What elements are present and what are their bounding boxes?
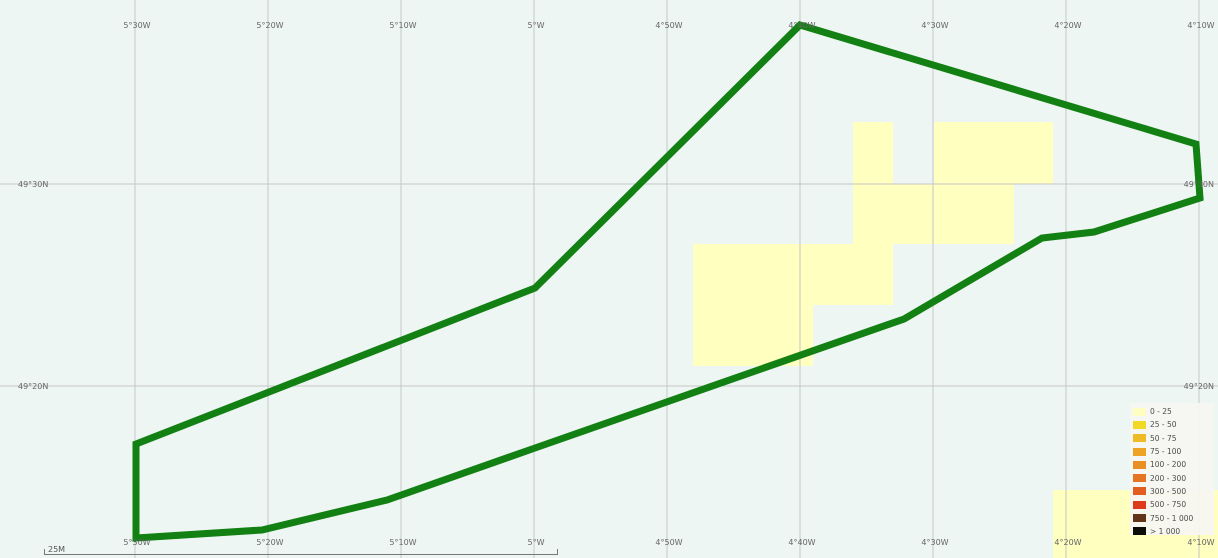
lon-label: 4°10W [1187, 21, 1214, 30]
legend-swatch [1133, 500, 1146, 509]
legend-item: 50 - 75 [1133, 432, 1214, 445]
lon-label: 5°20W [256, 538, 283, 547]
legend-item: > 1 000 [1133, 525, 1214, 538]
lon-label: 5°20W [256, 21, 283, 30]
lon-label: 5°30W [123, 538, 150, 547]
legend-swatch [1133, 474, 1146, 483]
lon-label: 5°30W [123, 21, 150, 30]
lon-label: 5°W [528, 538, 545, 547]
legend-label: 25 - 50 [1150, 420, 1177, 430]
lon-label: 4°50W [655, 21, 682, 30]
scale-line [44, 554, 558, 555]
density-cell [934, 122, 1053, 184]
scale-bar: 25M [44, 545, 558, 558]
scale-tick [557, 549, 558, 555]
lat-label: 49°30N [1184, 180, 1214, 189]
lon-label: 5°10W [389, 538, 416, 547]
lat-label: 49°30N [18, 180, 48, 189]
legend-label: 100 - 200 [1150, 460, 1187, 470]
lon-label: 4°30W [921, 538, 948, 547]
legend-label: 500 - 750 [1150, 500, 1187, 510]
lon-label: 4°40W [788, 538, 815, 547]
legend-label: 300 - 500 [1150, 486, 1187, 496]
lon-labels-bottom: 5°30W 5°20W 5°10W 5°W 4°50W 4°40W 4°30W … [123, 538, 1214, 547]
lon-label: 4°50W [655, 538, 682, 547]
lon-label: 4°20W [1054, 21, 1081, 30]
legend-item: 300 - 500 [1133, 485, 1214, 498]
legend-item: 25 - 50 [1133, 418, 1214, 431]
legend-swatch [1133, 514, 1146, 523]
legend-swatch [1133, 527, 1146, 536]
legend-item: 750 - 1 000 [1133, 511, 1214, 524]
legend-label: 0 - 25 [1150, 407, 1172, 417]
legend-label: 75 - 100 [1150, 447, 1182, 457]
legend-item: 500 - 750 [1133, 498, 1214, 511]
legend-swatch [1133, 487, 1146, 496]
scale-tick [44, 549, 45, 555]
legend-item: 200 - 300 [1133, 471, 1214, 484]
lon-label: 4°20W [1054, 538, 1081, 547]
legend-label: 50 - 75 [1150, 433, 1177, 443]
lon-label: 4°40W [788, 21, 815, 30]
lon-label: 4°10W [1187, 538, 1214, 547]
legend-label: > 1 000 [1150, 526, 1181, 536]
density-cell [853, 122, 893, 184]
zone-boundary[interactable] [132, 21, 1204, 542]
legend-item: 100 - 200 [1133, 458, 1214, 471]
lon-label: 4°30W [921, 21, 948, 30]
lat-labels: 49°30N 49°20N 49°30N 49°20N [18, 180, 1214, 391]
legend-swatch [1133, 407, 1146, 416]
lon-label: 5°10W [389, 21, 416, 30]
lat-label: 49°20N [1184, 382, 1214, 391]
legend-label: 200 - 300 [1150, 473, 1187, 483]
legend-item: 75 - 100 [1133, 445, 1214, 458]
legend-swatch [1133, 434, 1146, 443]
lat-label: 49°20N [18, 382, 48, 391]
legend-swatch [1133, 420, 1146, 429]
legend-swatch [1133, 447, 1146, 456]
density-cell [693, 244, 893, 305]
lon-label: 5°W [528, 21, 545, 30]
scale-label: 25M [48, 545, 66, 554]
lon-labels-top: 5°30W 5°20W 5°10W 5°W 4°50W 4°40W 4°30W … [123, 21, 1214, 30]
legend-label: 750 - 1 000 [1150, 513, 1194, 523]
legend-item: 0 - 25 [1133, 405, 1214, 418]
density-legend: 0 - 25 25 - 50 50 - 75 75 - 100 100 - 20… [1130, 403, 1214, 538]
legend-swatch [1133, 460, 1146, 469]
